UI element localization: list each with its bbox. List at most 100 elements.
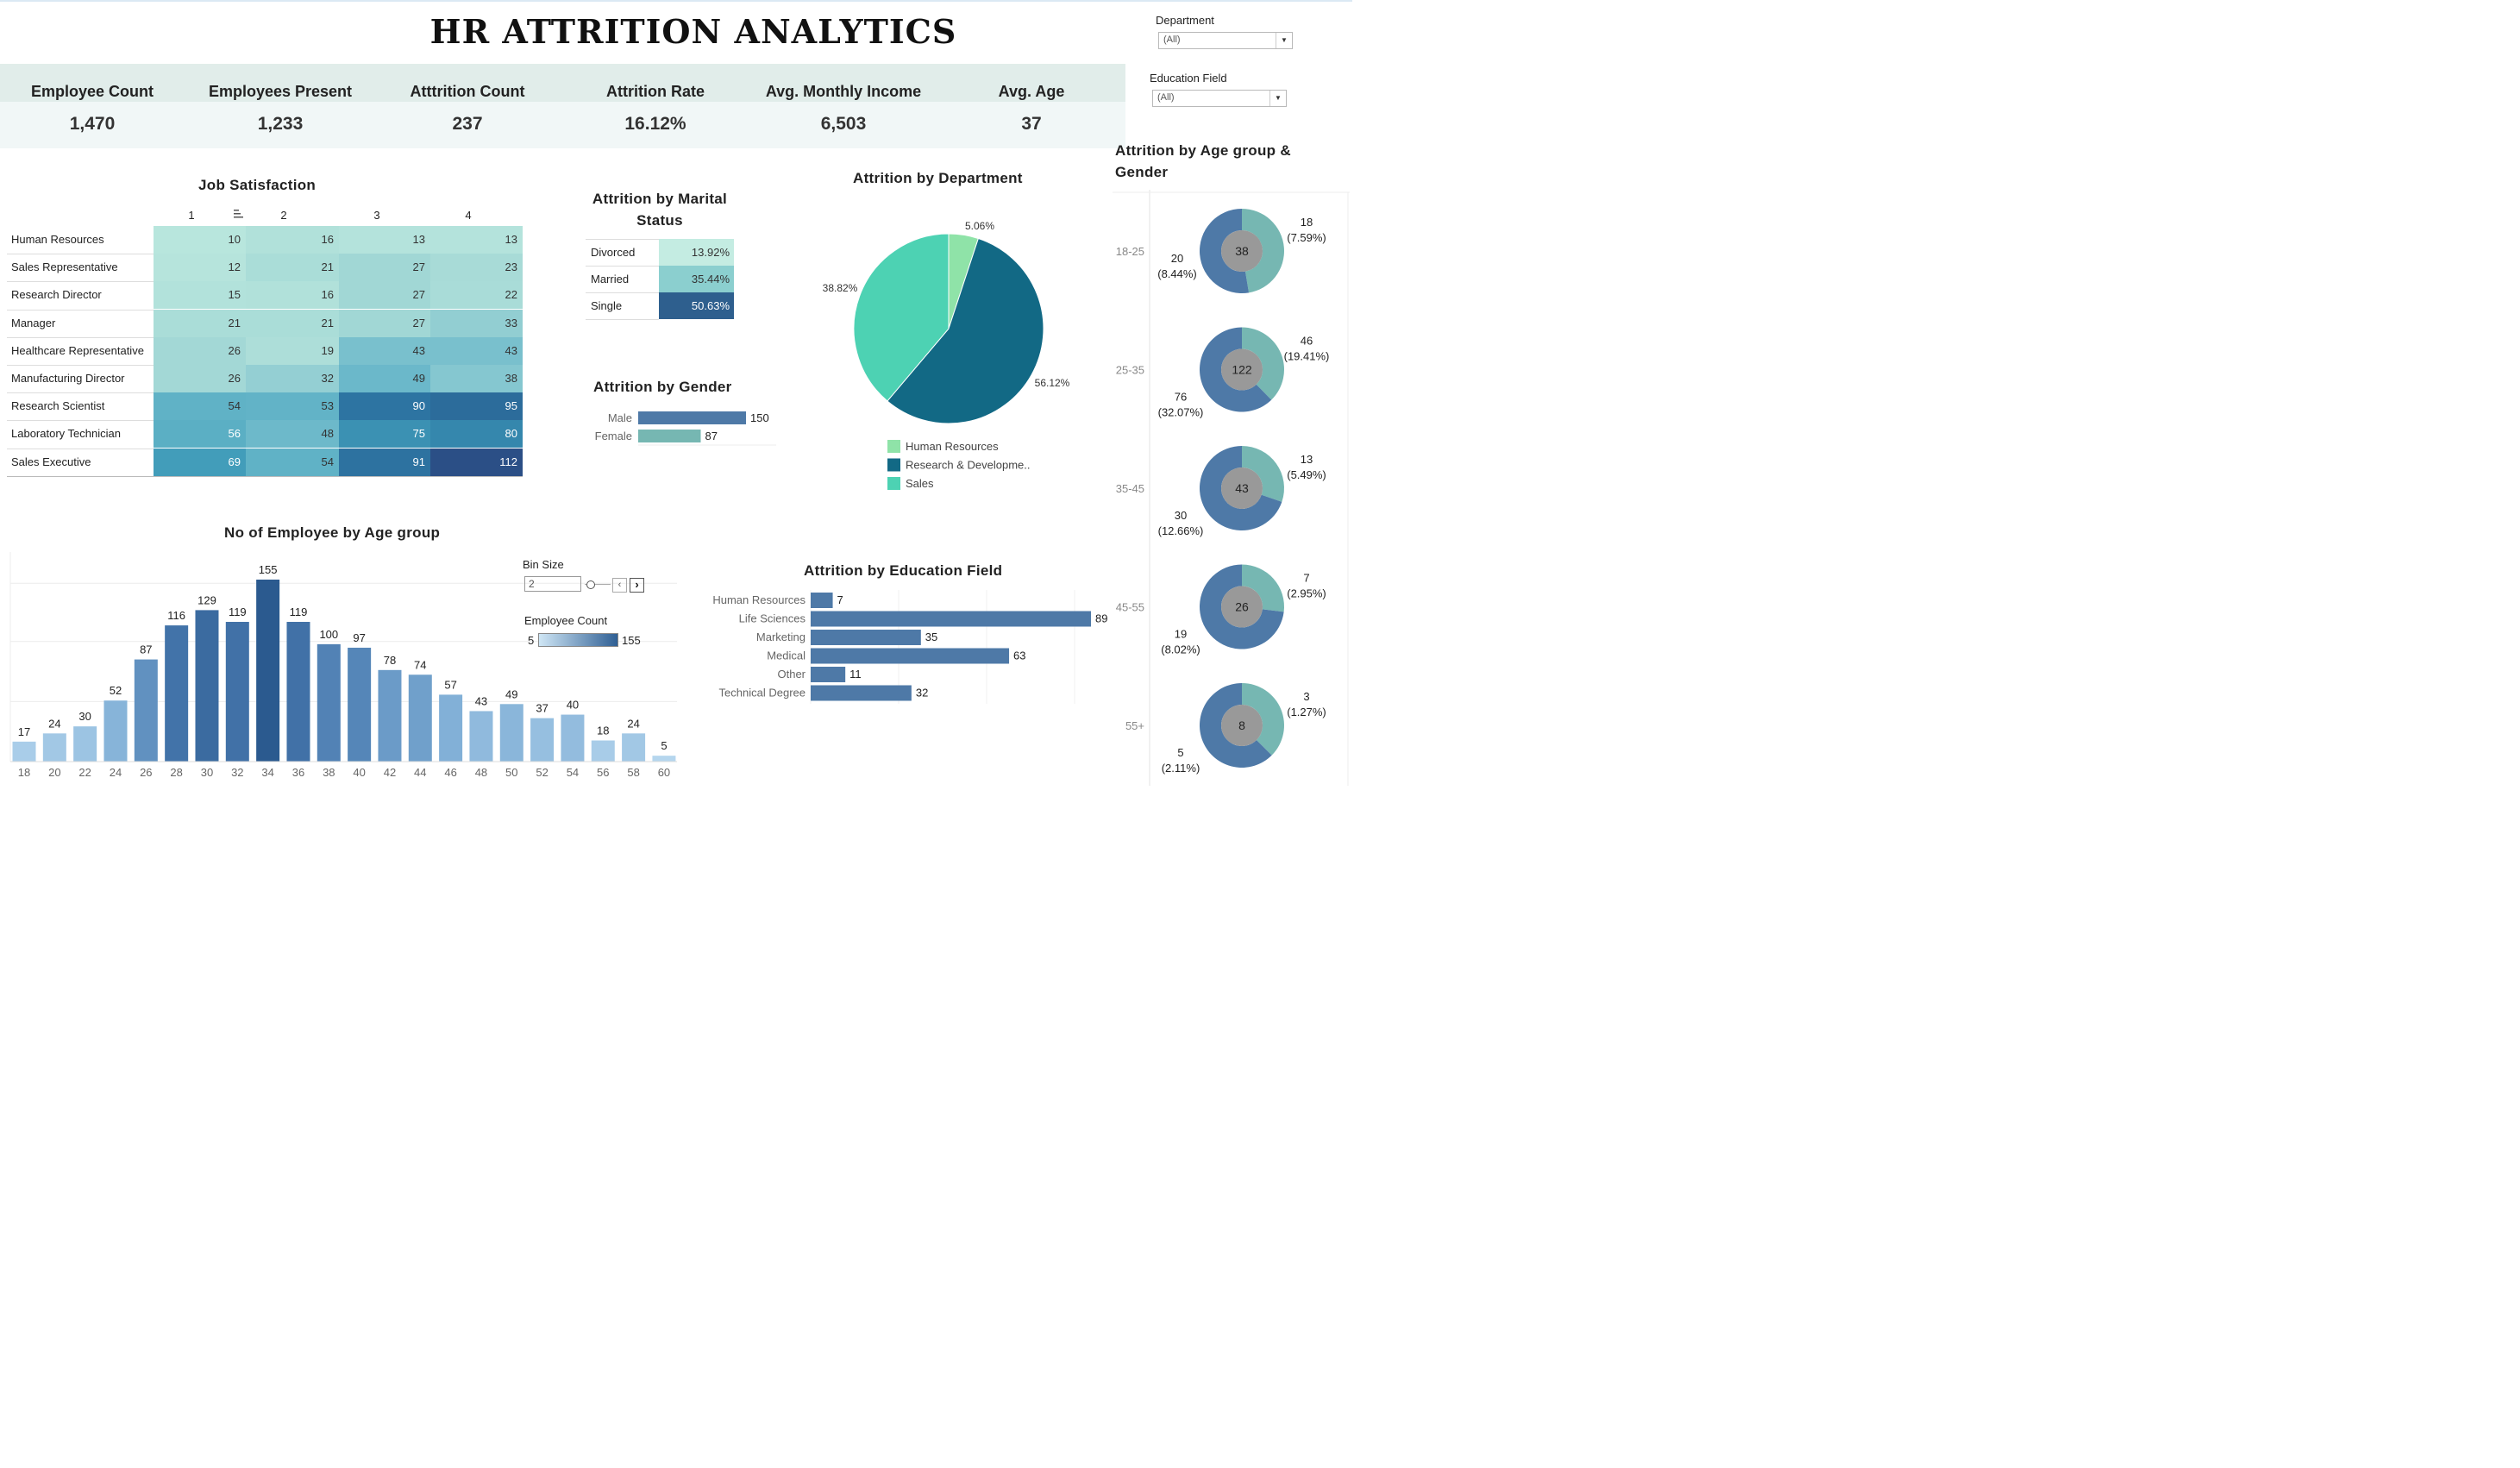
kpi-attrition-count-value: 237 xyxy=(452,114,483,134)
kpi-employee-count-label: Employee Count xyxy=(30,83,154,100)
donut-male-percent: (12.66%) xyxy=(1158,524,1204,537)
heatmap-cell: 21 xyxy=(246,254,339,282)
age-bar xyxy=(225,622,249,762)
job-satisfaction-title: Job Satisfaction xyxy=(198,177,317,193)
kpi-employee-count-value: 1,470 xyxy=(69,114,116,134)
age-bar xyxy=(561,714,585,762)
chevron-down-icon[interactable]: ▼ xyxy=(1276,33,1292,48)
age-gender-title: Attrition by Age group & Gender xyxy=(1115,142,1291,180)
age-tick-label: 32 xyxy=(231,766,243,779)
department-slice-label: 5.06% xyxy=(965,220,994,232)
marital-status-title: Attrition by Marital Status xyxy=(592,191,728,229)
marital-status-value: 13.92% xyxy=(659,239,734,266)
age-tick-label: 46 xyxy=(444,766,456,779)
education-bar xyxy=(811,667,846,682)
heatmap-cell: 91 xyxy=(339,448,430,476)
marital-status-value: 50.63% xyxy=(659,292,734,319)
bin-size-slider-track[interactable] xyxy=(585,584,611,585)
donut-male-count: 30 xyxy=(1175,509,1187,522)
age-value-label: 5 xyxy=(661,739,667,752)
donut-female-slice xyxy=(1242,564,1284,612)
donut-male-percent: (8.02%) xyxy=(1161,643,1200,656)
heatmap-row-label: Sales Executive xyxy=(11,455,91,468)
age-bar xyxy=(73,726,97,762)
age-tick-label: 40 xyxy=(353,766,365,779)
education-field-filter-label: Education Field xyxy=(1150,72,1227,85)
chevron-down-icon[interactable]: ▼ xyxy=(1269,91,1286,106)
donut-female-percent: (1.27%) xyxy=(1287,706,1326,718)
age-tick-label: 58 xyxy=(627,766,639,779)
donut-male-count: 5 xyxy=(1177,746,1183,759)
age-value-label: 17 xyxy=(18,725,30,738)
bin-size-slider-handle[interactable] xyxy=(586,580,595,589)
age-tick-label: 30 xyxy=(201,766,213,779)
age-tick-label: 54 xyxy=(567,766,579,779)
age-value-label: 78 xyxy=(384,654,396,667)
donut-center xyxy=(1221,705,1263,746)
department-legend-label: Research & Developme.. xyxy=(906,459,1031,472)
department-title: Attrition by Department xyxy=(853,170,1023,186)
heatmap-cell: 54 xyxy=(154,392,246,421)
age-bar xyxy=(256,580,280,762)
heatmap-row-label: Manufacturing Director xyxy=(11,372,125,385)
marital-status-value: 35.44% xyxy=(659,266,734,292)
employee-count-color-legend xyxy=(538,633,618,647)
age-value-label: 116 xyxy=(167,609,185,622)
education-field-filter-dropdown[interactable]: (All) ▼ xyxy=(1152,90,1287,107)
heatmap-cell: 16 xyxy=(246,281,339,310)
age-bar xyxy=(286,622,310,762)
chevron-left-icon[interactable]: ‹ xyxy=(612,578,627,593)
department-filter-label: Department xyxy=(1156,14,1214,27)
heatmap-row-label: Sales Representative xyxy=(11,260,118,274)
department-legend-swatch xyxy=(887,440,900,453)
heatmap-cell: 12 xyxy=(154,254,246,282)
heatmap-row-divider xyxy=(7,309,154,311)
heatmap-cell: 26 xyxy=(154,365,246,392)
bin-size-input[interactable]: 2 xyxy=(524,576,581,592)
department-pie-chart: 5.06% 56.12% 38.82% Human Resources Research… xyxy=(823,220,1070,490)
heatmap-column-label: 3 xyxy=(373,209,380,222)
kpi-attrition-count-label: Atttrition Count xyxy=(410,83,525,100)
donut-male-count: 19 xyxy=(1175,628,1187,641)
marital-status-label: Single xyxy=(591,299,623,312)
chevron-right-icon[interactable]: › xyxy=(630,578,644,593)
donut-female-slice xyxy=(1242,327,1284,400)
heatmap-cell: 95 xyxy=(430,392,523,421)
education-value-label: 32 xyxy=(916,687,928,699)
gender-title: Attrition by Gender xyxy=(593,379,732,395)
age-value-label: 30 xyxy=(78,710,91,723)
donut-female-count: 3 xyxy=(1303,690,1309,703)
heatmap-column-label: 2 xyxy=(280,209,287,222)
heatmap-row-label: Manager xyxy=(11,316,56,329)
kpi-attrition-rate-label: Attrition Rate xyxy=(606,83,705,100)
donut-female-percent: (19.41%) xyxy=(1284,350,1330,363)
education-label: Life Sciences xyxy=(739,612,806,625)
heatmap-row-divider xyxy=(7,392,154,394)
department-slice-label: 56.12% xyxy=(1035,377,1070,389)
donut-male-slice xyxy=(1200,446,1282,530)
heatmap-row-divider xyxy=(7,420,154,422)
heatmap-row-label: Human Resources xyxy=(11,233,104,246)
heatmap-row-label: Research Scientist xyxy=(11,399,105,413)
department-filter-dropdown[interactable]: (All) ▼ xyxy=(1158,32,1293,49)
age-bar xyxy=(317,643,341,762)
sort-icon[interactable] xyxy=(233,208,243,223)
heatmap-cell: 56 xyxy=(154,420,246,449)
kpi-value-band xyxy=(0,102,1125,148)
education-label: Human Resources xyxy=(712,593,806,606)
kpi-avg-age-label: Avg. Age xyxy=(998,83,1065,100)
department-filter-value: (All) xyxy=(1163,35,1181,45)
donut-center xyxy=(1221,230,1263,272)
education-value-label: 63 xyxy=(1013,649,1025,662)
marital-status-row-divider xyxy=(586,266,659,267)
education-field-bar-chart: Human Resources 7 Life Sciences 89 Marketing… xyxy=(712,590,1107,704)
donut-male-count: 20 xyxy=(1171,252,1183,265)
heatmap-cell: 21 xyxy=(154,309,246,337)
heatmap-cell: 75 xyxy=(339,420,430,449)
marital-status-row-divider xyxy=(586,292,659,293)
gender-label: Female xyxy=(595,430,632,442)
education-label: Technical Degree xyxy=(719,687,806,699)
kpi-header-band xyxy=(0,64,1125,102)
donut-female-count: 7 xyxy=(1303,572,1309,585)
